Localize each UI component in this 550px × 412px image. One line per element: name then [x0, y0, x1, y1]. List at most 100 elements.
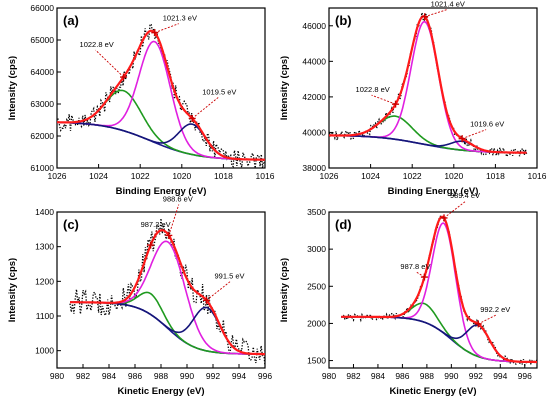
x-tick-label: 980	[50, 371, 64, 381]
plot-area	[69, 218, 265, 366]
data-series	[69, 218, 265, 366]
y-tick-label: 1200	[35, 276, 54, 286]
annotation-marker	[188, 114, 196, 122]
y-tick-label: 2000	[307, 318, 326, 328]
x-tick-label: 1018	[214, 171, 233, 181]
y-tick-label: 65000	[30, 35, 54, 45]
annotation-marker	[474, 320, 482, 328]
y-tick-label: 44000	[302, 56, 326, 66]
x-tick-label: 1026	[320, 171, 339, 181]
y-tick-label: 61000	[30, 163, 54, 173]
x-tick-label: 990	[180, 371, 194, 381]
x-tick-label: 994	[232, 371, 246, 381]
annotation-label: 992.2 eV	[480, 305, 510, 314]
y-tick-label: 1300	[35, 242, 54, 252]
y-tick-label: 46000	[302, 21, 326, 31]
y-tick-label: 38000	[302, 163, 326, 173]
annotation-label: 1022.8 eV	[80, 40, 114, 49]
annotation-leader	[461, 129, 487, 140]
x-tick-label: 996	[258, 371, 272, 381]
annotation-label: 987.8 eV	[400, 262, 430, 271]
y-tick-label: 3000	[307, 244, 326, 254]
chart-panel: 980 982 984 986 988 990 992 994 996 1500 2000 2500 3…	[279, 191, 538, 397]
annotation-label: 1022.8 eV	[356, 85, 390, 94]
annotation-marker	[120, 73, 128, 81]
fit-envelope-line	[341, 215, 537, 364]
x-tick-label: 1022	[131, 171, 150, 181]
annotation-marker	[147, 241, 155, 249]
annotation-leader	[206, 280, 231, 301]
y-tick-label: 42000	[302, 92, 326, 102]
annotation-leader	[424, 9, 447, 18]
component-peak-line	[341, 222, 537, 363]
annotation-leader	[150, 229, 158, 246]
plot-frame	[328, 211, 538, 369]
y-axis-title: Intensity (cps)	[7, 258, 18, 322]
y-axis-title: Intensity (cps)	[279, 258, 290, 322]
x-tick-label: 982	[346, 371, 360, 381]
y-tick-label: 1000	[35, 346, 54, 356]
plot-frame	[56, 7, 266, 169]
annotation-leader	[191, 97, 219, 119]
annotation-leader	[95, 49, 124, 78]
x-tick-label: 1018	[486, 171, 505, 181]
x-tick-label: 984	[102, 371, 116, 381]
annotation-marker	[151, 29, 159, 37]
annotation-label: 988.6 eV	[163, 194, 193, 203]
x-tick-label: 1026	[48, 171, 67, 181]
annotation-label: 991.5 eV	[215, 271, 245, 280]
data-series	[340, 215, 537, 368]
data-series	[57, 22, 265, 168]
panel-label: (a)	[63, 13, 79, 28]
annotation-label: 987.2 eV	[141, 220, 171, 229]
y-tick-label: 1100	[36, 311, 55, 321]
x-tick-label: 1022	[403, 171, 422, 181]
y-tick-label: 66000	[30, 3, 54, 13]
x-tick-label: 994	[493, 371, 507, 381]
x-tick-label: 1016	[256, 171, 275, 181]
x-tick-label: 990	[444, 371, 458, 381]
annotation-label: 1019.5 eV	[202, 87, 236, 96]
y-tick-label: 62000	[30, 131, 54, 141]
annotation-label: 1021.3 eV	[163, 14, 197, 23]
fit-envelope-line	[70, 229, 265, 356]
plot-area	[57, 22, 265, 168]
annotation-marker	[203, 296, 210, 304]
chart-panel: 980 982 984 986 988 990 992 994 996 1000 1100 1200 1…	[7, 194, 272, 397]
annotation-label: 1021.4 eV	[431, 0, 465, 9]
annotation-marker	[420, 273, 428, 281]
x-axis-title: Binding Energy (eV)	[388, 186, 479, 197]
x-tick-label: 1024	[89, 171, 108, 181]
x-tick-label: 1020	[172, 171, 191, 181]
x-tick-label: 982	[76, 371, 90, 381]
panel-label: (c)	[63, 217, 79, 232]
background-line	[341, 316, 537, 363]
annotation-label: 989.4 eV	[450, 191, 480, 200]
component-peak-line	[57, 40, 265, 161]
x-tick-label: 996	[518, 371, 532, 381]
x-tick-label: 984	[371, 371, 385, 381]
annotation-leader	[416, 271, 425, 278]
y-tick-label: 2500	[307, 281, 326, 291]
annotation-marker	[440, 214, 448, 222]
x-axis-title: Kinetic Energy (eV)	[117, 386, 204, 397]
plot-area	[329, 12, 528, 159]
annotation-leader	[443, 200, 467, 219]
y-tick-label: 1400	[35, 207, 54, 217]
x-tick-label: 986	[128, 371, 142, 381]
x-axis-title: Kinetic Energy (eV)	[389, 386, 476, 397]
x-tick-label: 1020	[444, 171, 463, 181]
annotation-marker	[421, 13, 429, 21]
annotation-leader	[371, 94, 396, 105]
x-tick-label: 988	[420, 371, 434, 381]
annotation-marker	[392, 100, 400, 108]
annotation-marker	[458, 135, 466, 143]
x-tick-label: 1024	[361, 171, 380, 181]
x-axis-title: Binding Energy (eV)	[116, 186, 207, 197]
chart-panel: 1026 1024 1022 1020 1018 1016 38000 40000 42000 4…	[279, 0, 547, 197]
annotation-marker	[165, 231, 173, 239]
fit-envelope-line	[329, 15, 527, 154]
annotation-leader	[478, 314, 497, 325]
panel-label: (b)	[335, 13, 352, 28]
